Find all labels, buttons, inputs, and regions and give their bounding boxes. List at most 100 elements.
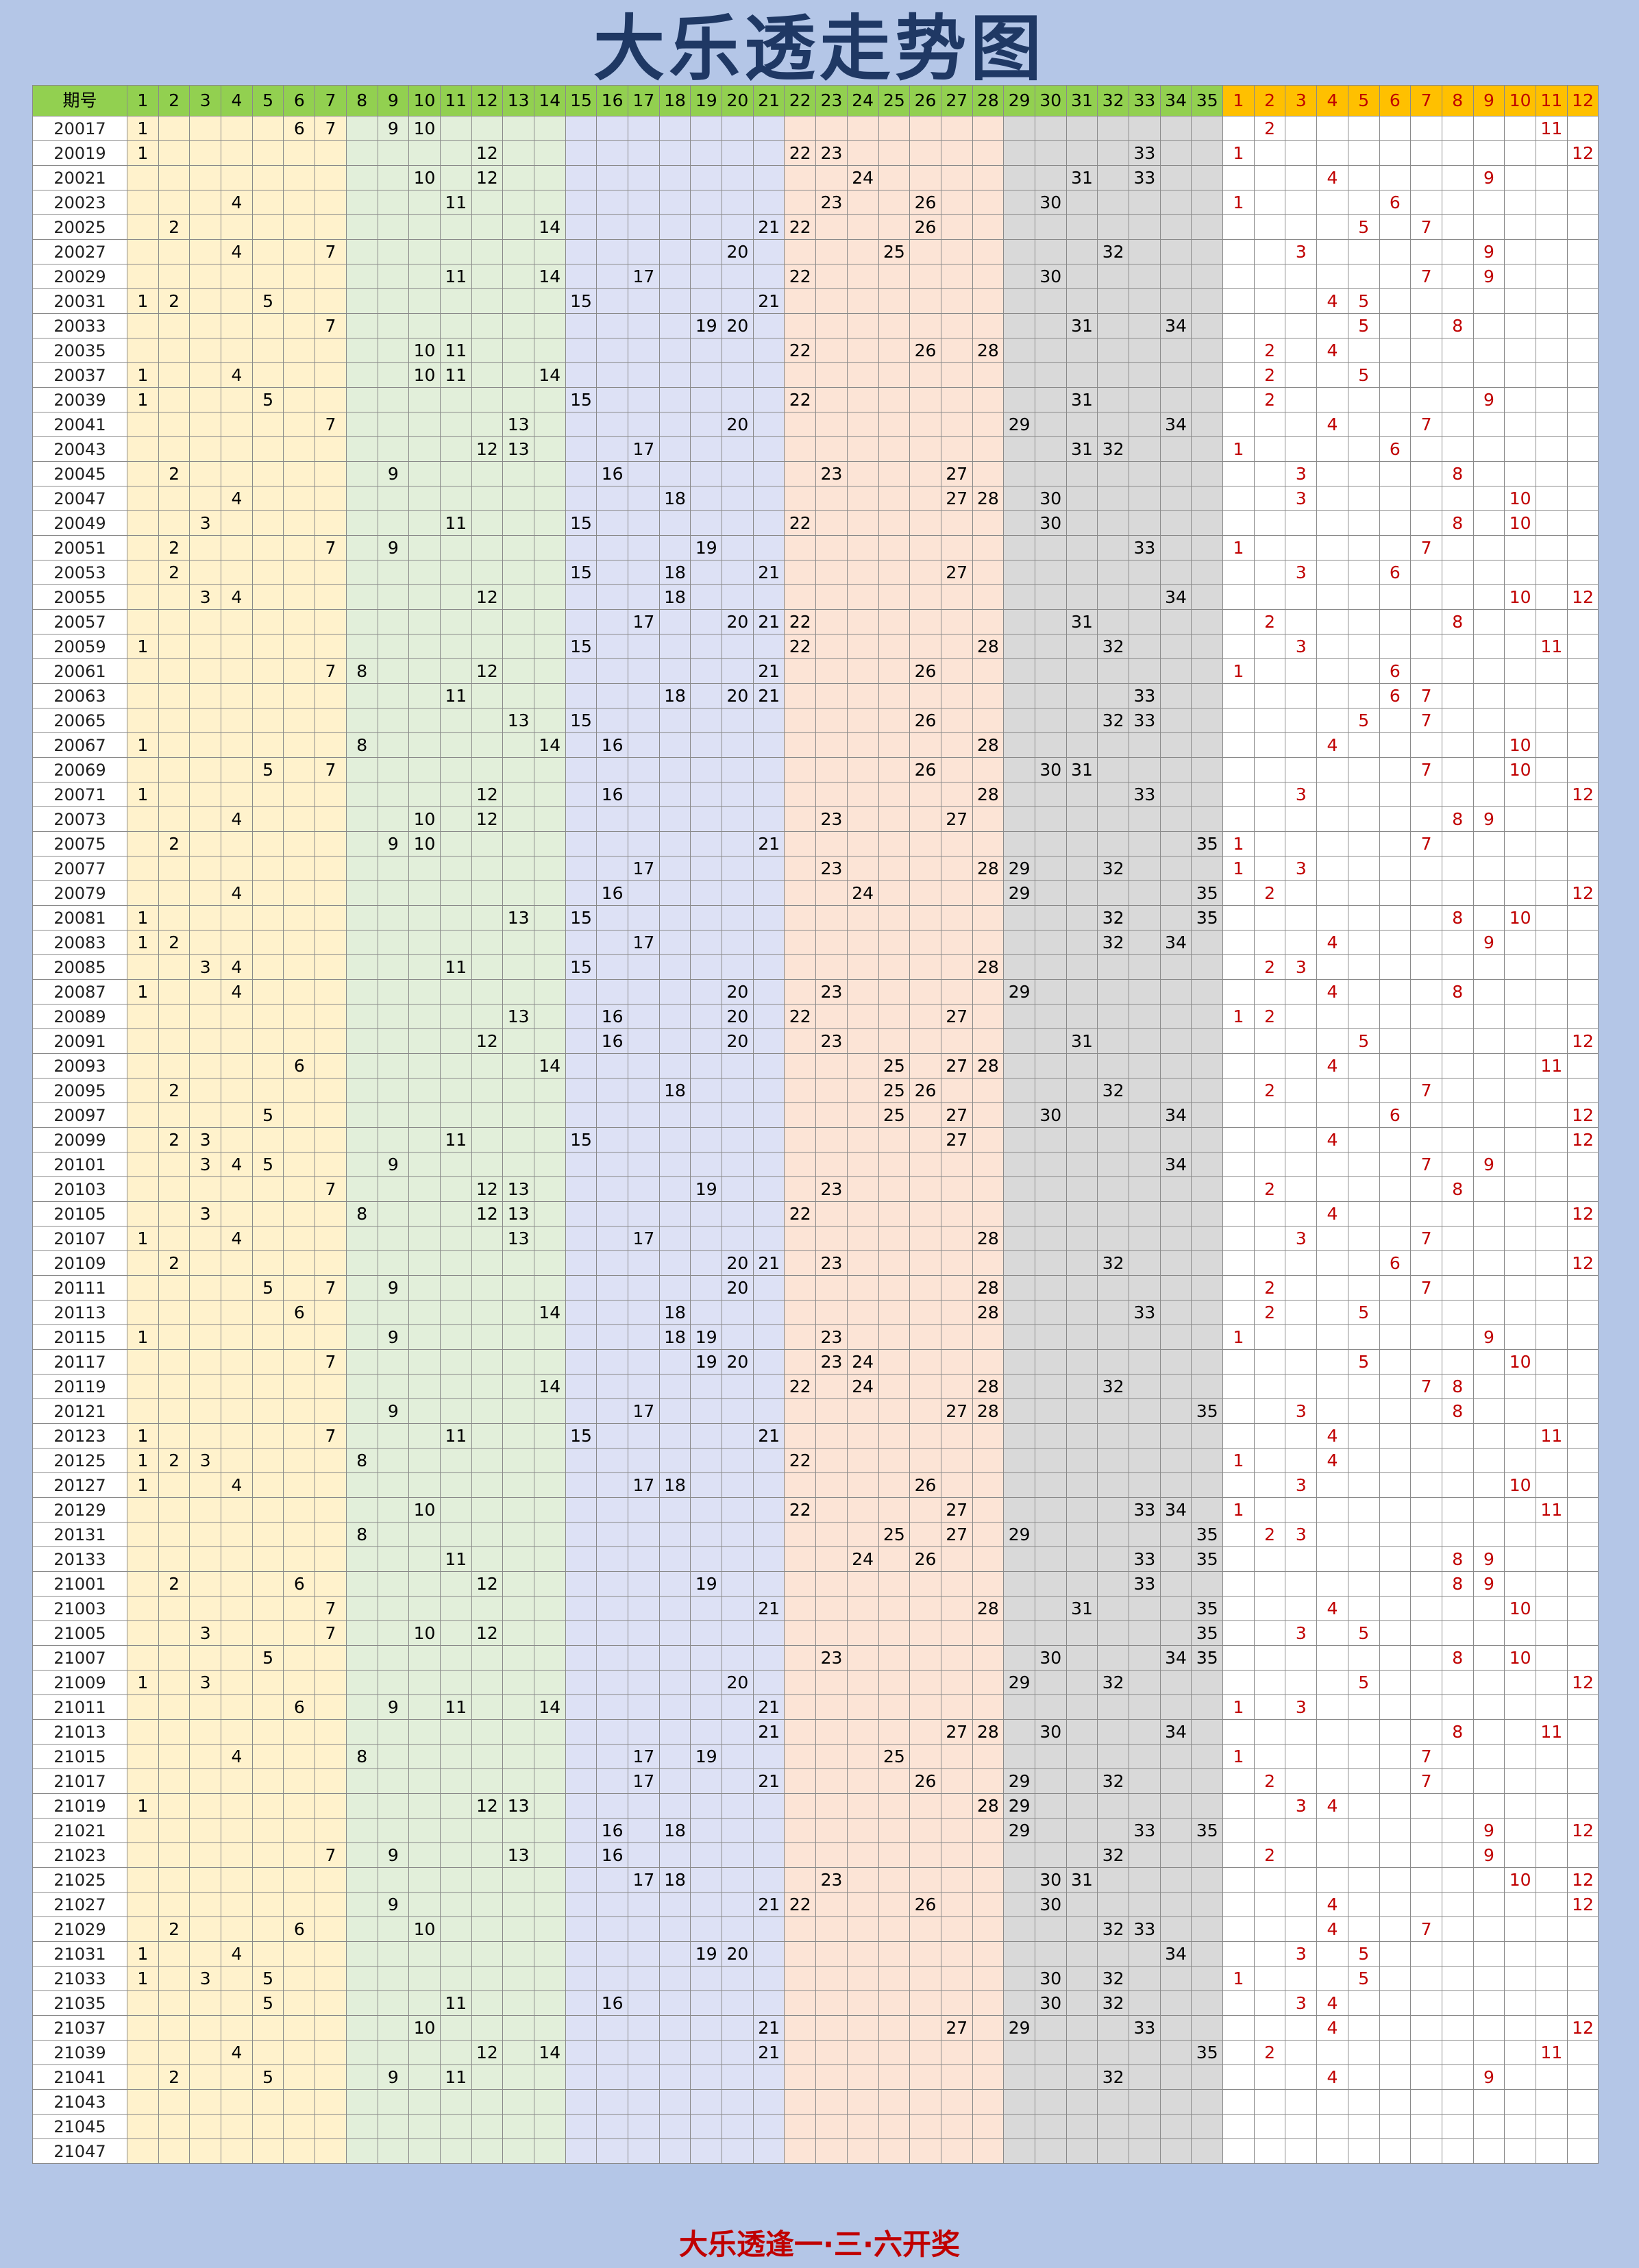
draw-row: 21003 7 21 28 31 35 4 10 <box>32 1596 1599 1621</box>
front-number-cell <box>533 313 566 338</box>
back-number-cell <box>1535 979 1568 1004</box>
back-number-hit: 11 <box>1535 1053 1568 1078</box>
front-number-cell <box>1065 264 1098 289</box>
back-number-cell <box>1253 1645 1286 1671</box>
front-number-cell <box>189 1275 222 1301</box>
back-number-cell <box>1535 2015 1568 2041</box>
front-number-cell <box>189 140 222 166</box>
back-number-cell <box>1347 856 1380 881</box>
back-number-cell <box>1379 1300 1412 1325</box>
front-number-cell <box>345 1398 378 1424</box>
front-number-cell <box>628 1719 660 1745</box>
front-number-cell <box>628 1842 660 1868</box>
back-number-cell <box>1379 239 1412 264</box>
front-number-cell <box>940 288 973 314</box>
back-number-cell <box>1379 1941 1412 1967</box>
front-number-cell <box>784 239 817 264</box>
front-number-cell <box>221 338 253 363</box>
front-number-cell <box>408 461 441 486</box>
back-number-cell <box>1285 1744 1318 1769</box>
front-number-cell <box>439 732 472 758</box>
front-number-cell <box>878 2040 911 2065</box>
front-number-cell <box>283 1546 316 1572</box>
front-number-cell <box>1191 1152 1224 1177</box>
front-number-cell <box>127 190 159 215</box>
front-number-cell <box>315 1300 347 1325</box>
front-number-cell <box>1034 1571 1067 1597</box>
back-number-cell <box>1504 288 1536 314</box>
front-number-cell <box>283 362 316 388</box>
front-number-cell <box>1129 1522 1161 1547</box>
front-number-hit: 3 <box>189 1201 222 1227</box>
front-number-cell <box>722 880 754 906</box>
front-number-cell <box>439 1349 472 1375</box>
front-number-cell <box>752 1004 785 1029</box>
front-number-cell <box>972 831 1005 856</box>
front-number-cell <box>628 1571 660 1597</box>
front-number-cell <box>251 239 284 264</box>
front-number-hit: 29 <box>1003 856 1035 881</box>
front-number-cell <box>1129 560 1161 585</box>
front-number-hit: 12 <box>471 1028 504 1054</box>
front-number-cell <box>189 436 222 462</box>
back-number-cell <box>1316 560 1348 585</box>
front-number-cell <box>1065 708 1098 733</box>
front-number-cell <box>752 757 785 782</box>
back-number-cell <box>1441 535 1474 560</box>
front-number-cell <box>722 1867 754 1893</box>
back-number-cell <box>1441 1226 1474 1251</box>
back-number-cell <box>1316 708 1348 733</box>
front-number-cell <box>408 2114 441 2139</box>
front-number-hit: 30 <box>1034 486 1067 511</box>
front-number-cell <box>972 313 1005 338</box>
front-number-cell <box>533 190 566 215</box>
front-number-cell <box>471 856 504 881</box>
front-number-cell <box>283 584 316 610</box>
front-number-hit: 15 <box>565 708 597 733</box>
front-number-cell <box>502 387 534 412</box>
front-number-cell <box>1034 880 1067 906</box>
front-number-cell <box>1034 387 1067 412</box>
back-number-cell <box>1347 1275 1380 1301</box>
front-number-cell <box>189 634 222 659</box>
back-number-cell <box>1410 1966 1442 1991</box>
front-number-cell <box>345 214 378 240</box>
front-number-cell <box>221 683 253 708</box>
back-number-cell <box>1379 1349 1412 1375</box>
front-number-cell <box>1097 1398 1129 1424</box>
back-number-cell <box>1535 1201 1568 1227</box>
back-number-cell <box>1410 1793 1442 1819</box>
period-cell: 21019 <box>32 1793 127 1819</box>
back-number-cell <box>1472 1448 1505 1473</box>
front-number-hit: 1 <box>127 362 159 388</box>
front-number-cell <box>1129 831 1161 856</box>
period-cell: 20111 <box>32 1275 127 1301</box>
front-number-hit: 28 <box>972 1374 1005 1399</box>
front-number-cell <box>1065 239 1098 264</box>
front-number-cell <box>784 880 817 906</box>
front-number-cell <box>189 412 222 437</box>
front-number-cell <box>846 782 879 807</box>
back-number-cell <box>1222 239 1255 264</box>
front-number-hit: 18 <box>658 486 691 511</box>
back-number-cell <box>1347 757 1380 782</box>
front-number-cell <box>1065 190 1098 215</box>
front-number-hit: 13 <box>502 1176 534 1202</box>
front-number-cell <box>251 732 284 758</box>
front-number-hit: 10 <box>408 806 441 832</box>
front-number-cell <box>1129 1374 1161 1399</box>
front-number-cell <box>251 1448 284 1473</box>
back-number-cell <box>1285 1152 1318 1177</box>
front-number-cell <box>1191 658 1224 684</box>
back-number-cell <box>1347 1448 1380 1473</box>
front-number-cell <box>972 1571 1005 1597</box>
front-number-cell <box>565 1546 597 1572</box>
front-number-hit: 8 <box>345 1448 378 1473</box>
front-number-cell <box>283 1990 316 2016</box>
back-number-cell <box>1472 1867 1505 1893</box>
front-number-cell <box>471 1324 504 1350</box>
front-number-cell <box>1065 782 1098 807</box>
back-number-cell <box>1504 1374 1536 1399</box>
front-number-hit: 5 <box>251 1990 284 2016</box>
front-number-cell <box>815 1916 848 1942</box>
